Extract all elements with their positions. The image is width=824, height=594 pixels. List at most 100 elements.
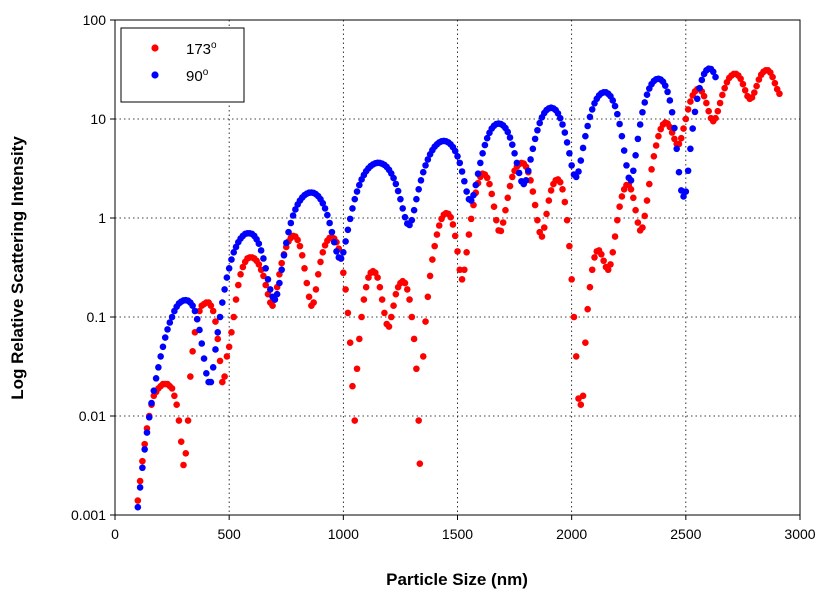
data-point [387, 313, 395, 321]
data-point [524, 167, 532, 175]
data-point [677, 134, 685, 142]
data-point [155, 364, 162, 371]
data-point [577, 401, 585, 409]
data-point [451, 147, 459, 155]
data-point [547, 187, 555, 194]
data-point [212, 346, 219, 353]
data-point [406, 296, 413, 303]
data-point [490, 203, 498, 211]
data-point [472, 181, 480, 189]
data-point [278, 266, 285, 274]
data-point [435, 222, 443, 229]
data-point [531, 135, 539, 143]
data-point [346, 339, 354, 347]
data-point [671, 135, 678, 143]
y-tick-label: 0.001 [71, 507, 106, 523]
x-tick-label: 2000 [556, 526, 587, 542]
data-point [703, 99, 710, 107]
data-point [739, 80, 747, 88]
data-point [415, 185, 422, 193]
data-point [661, 82, 669, 89]
data-point [189, 302, 196, 310]
data-point [588, 266, 596, 274]
data-point [419, 168, 427, 176]
x-axis-title: Particle Size (nm) [386, 570, 528, 589]
data-point [203, 369, 210, 377]
data-point [356, 335, 363, 343]
legend-marker-90 [151, 71, 159, 79]
data-point [431, 242, 438, 250]
data-point [271, 296, 279, 303]
data-point [264, 276, 272, 283]
data-point [572, 353, 580, 360]
data-point [390, 174, 397, 182]
data-point [164, 326, 171, 333]
data-point [214, 335, 222, 343]
data-point [273, 290, 281, 298]
data-point [680, 125, 687, 132]
data-point [351, 417, 359, 424]
data-point [493, 216, 500, 224]
data-point [776, 90, 783, 98]
data-point [145, 414, 153, 421]
data-point [392, 290, 400, 298]
data-point [255, 261, 263, 268]
data-point [461, 266, 468, 274]
data-point [287, 219, 295, 227]
data-point [563, 139, 571, 146]
data-point [358, 313, 365, 321]
data-point [413, 365, 420, 373]
data-point [705, 107, 712, 115]
legend-label-173: 173o [186, 40, 217, 58]
data-point [159, 343, 167, 351]
data-point [451, 232, 459, 240]
data-point [467, 215, 475, 223]
data-point [257, 247, 265, 254]
data-point [673, 145, 680, 153]
x-tick-label: 0 [111, 526, 119, 542]
data-point [356, 181, 363, 189]
data-point [342, 238, 349, 245]
data-point [751, 89, 758, 96]
data-point [737, 75, 744, 83]
data-point [486, 180, 493, 188]
data-point [429, 256, 436, 263]
data-point [454, 153, 461, 160]
data-point [527, 156, 534, 163]
data-point [634, 135, 642, 143]
data-point [296, 242, 304, 250]
data-point [417, 177, 425, 184]
data-point [721, 84, 728, 92]
data-point [689, 125, 696, 132]
data-point [349, 205, 356, 212]
data-point [463, 249, 470, 256]
data-point [187, 373, 194, 380]
data-point [680, 193, 687, 200]
data-point [477, 159, 484, 167]
data-point [321, 205, 329, 212]
data-point [582, 132, 589, 140]
data-point [559, 121, 566, 128]
data-point [422, 162, 429, 169]
data-point [399, 205, 407, 212]
data-point [342, 286, 349, 293]
data-point [152, 375, 160, 382]
data-point [319, 199, 327, 207]
data-point [513, 159, 521, 167]
data-point [632, 151, 639, 159]
data-point [483, 174, 491, 182]
data-point [712, 114, 719, 122]
data-point [143, 429, 151, 436]
legend-marker-173 [151, 44, 159, 52]
data-point [136, 477, 144, 485]
data-point [650, 153, 658, 160]
data-point [609, 97, 617, 104]
data-point [458, 276, 466, 283]
data-point [168, 385, 176, 392]
x-axis-ticks: 0 500 1000 1500 2000 2500 3000 [111, 515, 816, 542]
y-tick-label: 0.01 [79, 408, 106, 424]
data-point [509, 173, 516, 181]
data-point [139, 457, 146, 465]
data-point [700, 92, 708, 100]
